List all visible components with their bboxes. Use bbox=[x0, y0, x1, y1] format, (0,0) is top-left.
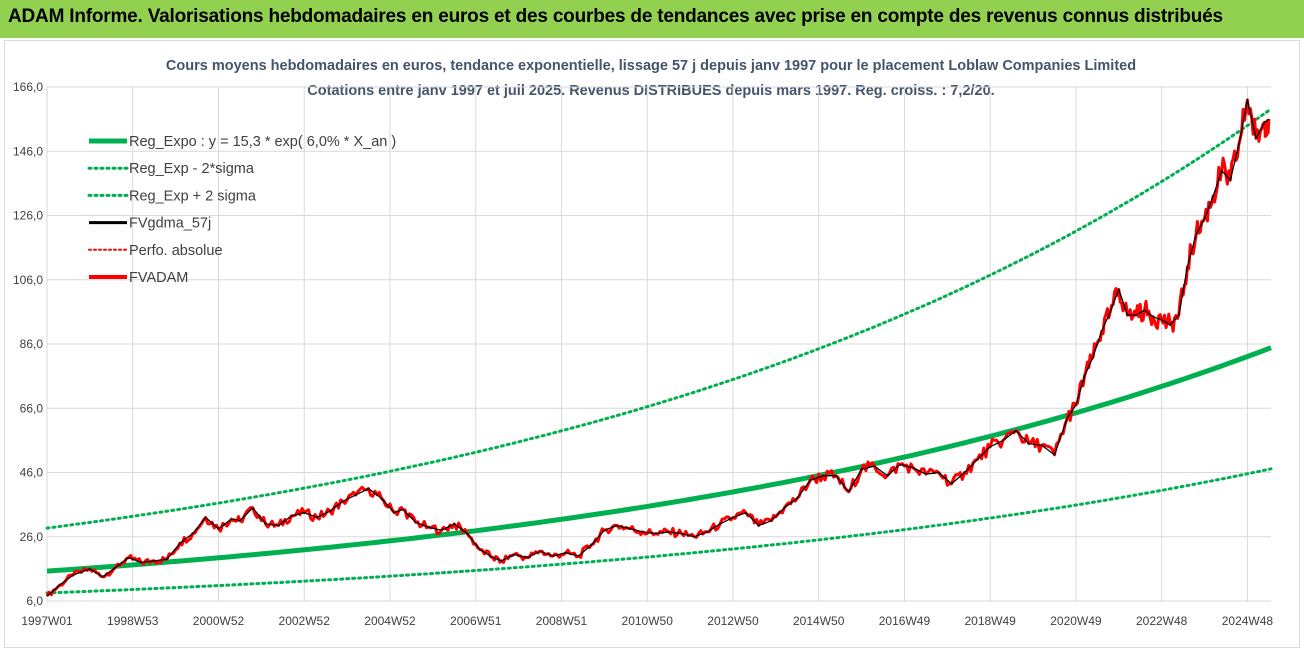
series-upper-band bbox=[45, 107, 1273, 530]
x-tick-label: 2018W49 bbox=[964, 614, 1016, 628]
x-tick-label: 1997W01 bbox=[21, 614, 73, 628]
y-tick-label: 86,0 bbox=[20, 337, 44, 351]
x-tick-label: 2002W52 bbox=[279, 614, 331, 628]
chart-subtitle-line-1: Cours moyens hebdomadaires en euros, ten… bbox=[166, 58, 1136, 74]
x-tick-label: 2014W50 bbox=[793, 614, 845, 628]
series-lower-band bbox=[45, 467, 1273, 595]
y-axis-ticks: 6,0 26,0 46,0 66,0 86,0 106,0 126,0 146,0 166,0 bbox=[13, 80, 43, 608]
y-tick-label: 66,0 bbox=[20, 401, 44, 415]
legend-entry-fvgdma: FVgdma_57j bbox=[89, 216, 211, 232]
x-tick-label: 2022W48 bbox=[1136, 614, 1188, 628]
x-tick-label: 2010W50 bbox=[622, 614, 674, 628]
x-tick-label: 2000W52 bbox=[193, 614, 245, 628]
x-tick-label: 2012W50 bbox=[707, 614, 759, 628]
legend-entry-fvadam: FVADAM bbox=[89, 270, 188, 286]
x-tick-label: 2020W49 bbox=[1050, 614, 1102, 628]
legend-entry-perfo-absolue: Perfo. absolue bbox=[88, 243, 223, 259]
series-reg-expo bbox=[46, 345, 1272, 574]
y-tick-label: 46,0 bbox=[20, 466, 44, 480]
legend-label: FVADAM bbox=[129, 270, 188, 286]
y-tick-label: 106,0 bbox=[13, 273, 43, 287]
chart-subtitle-line-2: Cotations entre janv 1997 et juil 2025. … bbox=[307, 83, 994, 99]
x-tick-label: 1998W53 bbox=[107, 614, 159, 628]
legend-label: Perfo. absolue bbox=[129, 243, 223, 259]
x-tick-label: 2008W51 bbox=[536, 614, 588, 628]
x-tick-label: 2016W49 bbox=[879, 614, 931, 628]
title-bar: ADAM Informe. Valorisations hebdomadaire… bbox=[0, 0, 1304, 38]
x-tick-label: 2006W51 bbox=[450, 614, 502, 628]
y-tick-label: 146,0 bbox=[13, 144, 43, 158]
legend-label: Reg_Exp + 2 sigma bbox=[129, 188, 257, 204]
chart-frame: Cours moyens hebdomadaires en euros, ten… bbox=[4, 40, 1300, 648]
chart: Cours moyens hebdomadaires en euros, ten… bbox=[13, 58, 1273, 628]
x-axis-ticks: 1997W01 1998W53 2000W52 2002W52 2004W52 2006W… bbox=[21, 614, 1273, 628]
series-lines bbox=[45, 98, 1273, 597]
page-title: ADAM Informe. Valorisations hebdomadaire… bbox=[8, 6, 1223, 27]
y-tick-label: 166,0 bbox=[13, 80, 43, 94]
legend-label: FVgdma_57j bbox=[129, 216, 211, 232]
series-fvgdma-57j bbox=[46, 99, 1270, 597]
y-tick-label: 26,0 bbox=[20, 530, 44, 544]
legend-entry-reg-exp-minus: Reg_Exp - 2*sigma bbox=[87, 161, 255, 177]
x-tick-label: 2024W48 bbox=[1222, 614, 1274, 628]
legend: Reg_Expo : y = 15,3 * exp( 6,0% * X_an )… bbox=[87, 134, 396, 286]
legend-label: Reg_Exp - 2*sigma bbox=[129, 161, 255, 177]
x-tick-label: 2004W52 bbox=[364, 614, 416, 628]
grid-lines bbox=[46, 86, 1271, 602]
y-tick-label: 126,0 bbox=[13, 209, 43, 223]
legend-label: Reg_Expo : y = 15,3 * exp( 6,0% * X_an ) bbox=[129, 134, 396, 150]
legend-entry-reg-exp-plus: Reg_Exp + 2 sigma bbox=[87, 188, 257, 204]
legend-entry-reg-expo: Reg_Expo : y = 15,3 * exp( 6,0% * X_an ) bbox=[89, 134, 396, 150]
y-tick-label: 6,0 bbox=[26, 594, 43, 608]
